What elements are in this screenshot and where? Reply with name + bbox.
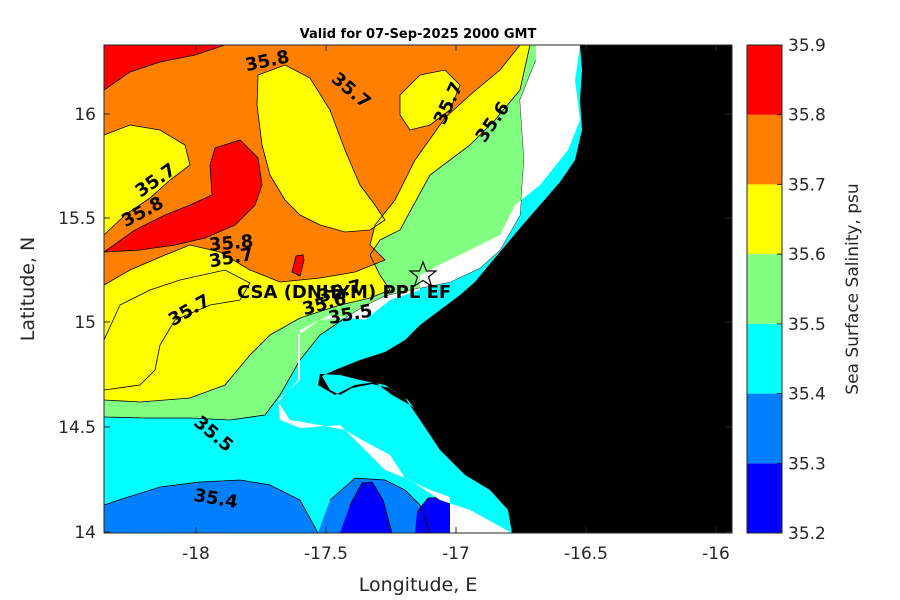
x-tick-label: -17.5 [304, 544, 348, 564]
x-tick-label: -16 [702, 544, 730, 564]
region-35-8-left-tongue [104, 140, 262, 252]
colorbar-block [747, 393, 782, 464]
x-tick-label: -18 [182, 544, 210, 564]
y-axis-label: Latitude, N [17, 237, 39, 342]
colorbar-tick-label: 35.7 [788, 175, 826, 195]
region-35-8-top-left [104, 45, 225, 90]
region-35-2-bottom-right [415, 497, 450, 533]
region-35-6-upper-right-pocket [400, 70, 460, 130]
region-35-2-bottom-mid [340, 482, 392, 533]
colorbar-block [747, 45, 782, 115]
y-tick-label: 15 [74, 313, 96, 333]
colorbar-tick-label: 35.2 [788, 524, 826, 544]
plot-frame [103, 44, 733, 534]
colorbar-tick-label: 35.8 [788, 106, 826, 126]
station-label: CSA (DNHYM) PPL EF [237, 282, 451, 303]
y-tick-label: 15.5 [58, 209, 96, 229]
region-35-6-upper-mid-pocket [257, 65, 385, 232]
colorbar-ticks: 35.2 35.3 35.4 35.5 35.6 35.7 35.8 35.9 [777, 36, 826, 544]
colorbar-block [747, 184, 782, 255]
x-tick-label: -17 [442, 544, 470, 564]
map-plot-area: 35.835.7 35.7 35.635.735.835.835.735.735.6… [104, 45, 732, 533]
land-mass [318, 45, 732, 533]
colorbar-block [747, 323, 782, 394]
y-axis: 14 14.5 15 15.5 16 Latitude, N [17, 105, 732, 543]
x-axis: -18 -17.5 -17 -16.5 -16 Longitude, E [182, 45, 730, 596]
colorbar-blocks [747, 45, 782, 533]
chart-title: Valid for 07-Sep-2025 2000 GMT [300, 27, 537, 42]
colorbar-block [747, 114, 782, 185]
colorbar-tick-label: 35.6 [788, 245, 826, 265]
y-tick-label: 16 [74, 105, 96, 125]
colorbar-tick-label: 35.4 [788, 385, 826, 405]
colorbar: 35.2 35.3 35.4 35.5 35.6 35.7 35.8 35.9 Sea Sur… [746, 36, 863, 544]
colorbar-block [747, 254, 782, 324]
colorbar-block [747, 463, 782, 533]
x-tick-label: -16.5 [564, 544, 608, 564]
contour-label: 35.8 [208, 231, 254, 256]
region-35-3-bottom-left [104, 480, 318, 533]
station-star-icon [408, 260, 438, 288]
colorbar-label: Sea Surface Salinity, psu [843, 183, 863, 394]
colorbar-tick-label: 35.9 [788, 36, 826, 56]
y-tick-label: 14.5 [58, 418, 96, 438]
colorbar-tick-label: 35.3 [788, 454, 826, 474]
region-35-6-upper-left-pocket [104, 125, 190, 235]
nodata-coastal-band [278, 45, 580, 533]
region-35-6-left-pocket [104, 270, 250, 390]
colorbar-tick-label: 35.5 [788, 315, 826, 335]
x-axis-label: Longitude, E [359, 574, 478, 596]
y-tick-label: 14 [74, 523, 96, 543]
colorbar-frame [746, 44, 783, 534]
